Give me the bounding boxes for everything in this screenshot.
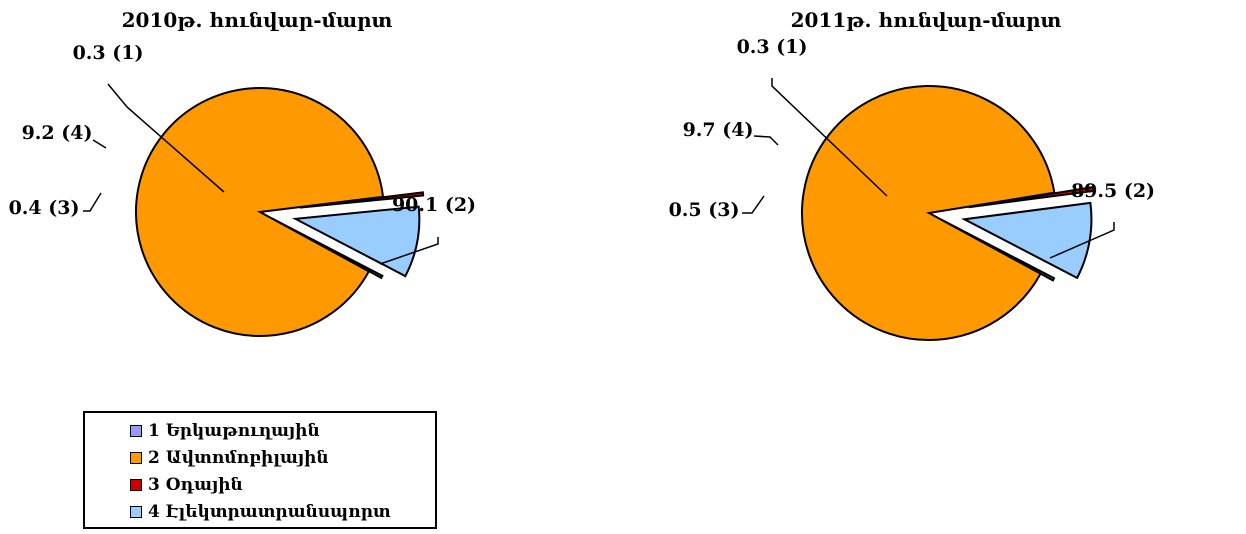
data-label-0-2: 90.1 (2)	[392, 194, 476, 216]
leader-line-1-3	[742, 195, 765, 214]
pie-slice-0-3	[299, 191, 425, 209]
data-label-1-3: 0.5 (3)	[669, 199, 740, 221]
legend-item-4: 4 Էլեկտրատրանսպորտ	[130, 501, 391, 523]
legend-swatch-3	[130, 479, 142, 491]
chart-title-2010: 2010թ. հունվար-մարտ	[122, 8, 393, 32]
legend-swatch-2	[130, 452, 142, 464]
chart-title-2011: 2011թ. հունվար-մարտ	[791, 8, 1062, 32]
leader-line-0-2	[379, 237, 439, 265]
leader-line-0-4	[92, 139, 107, 149]
leader-line-1-2	[1049, 222, 1115, 259]
legend-label-2: 2 Ավտոմոբիլային	[148, 448, 329, 468]
legend-swatch-4	[130, 506, 142, 518]
data-label-1-4: 9.7 (4)	[683, 119, 754, 141]
legend-label-3: 3 Օդային	[148, 475, 243, 495]
legend-swatch-1	[130, 425, 142, 437]
pie-chart-2011: 2011թ. հունվար-մարտ 0.3 (1) 89.5 (2) 0.5 (…	[669, 8, 1155, 341]
pie-slice-1-3	[968, 185, 1096, 209]
data-label-0-4: 9.2 (4)	[22, 122, 93, 144]
legend-label-4: 4 Էլեկտրատրանսպորտ	[148, 502, 391, 522]
leader-line-0-1	[107, 83, 225, 193]
leader-line-1-4	[753, 135, 779, 146]
legend: 1 Երկաթուղային 2 Ավտոմոբիլային 3 Օդային …	[83, 411, 437, 529]
leader-line-0-3	[83, 192, 102, 212]
legend-item-2: 2 Ավտոմոբիլային	[130, 447, 329, 469]
legend-item-3: 3 Օդային	[130, 474, 243, 496]
legend-item-1: 1 Երկաթուղային	[130, 420, 320, 442]
pie-slice-0-4	[291, 205, 421, 278]
data-label-1-2: 89.5 (2)	[1071, 180, 1155, 202]
data-label-1-1: 0.3 (1)	[737, 36, 808, 58]
data-label-0-3: 0.4 (3)	[9, 197, 80, 219]
pie-slice-0-2	[135, 87, 385, 337]
legend-label-1: 1 Երկաթուղային	[148, 421, 320, 441]
leader-line-1-1	[771, 78, 888, 197]
pie-slice-1-2	[801, 85, 1056, 341]
data-label-0-1: 0.3 (1)	[73, 42, 144, 64]
pie-chart-2010: 2010թ. հունվար-մարտ 0.3 (1) 90.1 (2) 0.4 (…	[9, 8, 476, 337]
